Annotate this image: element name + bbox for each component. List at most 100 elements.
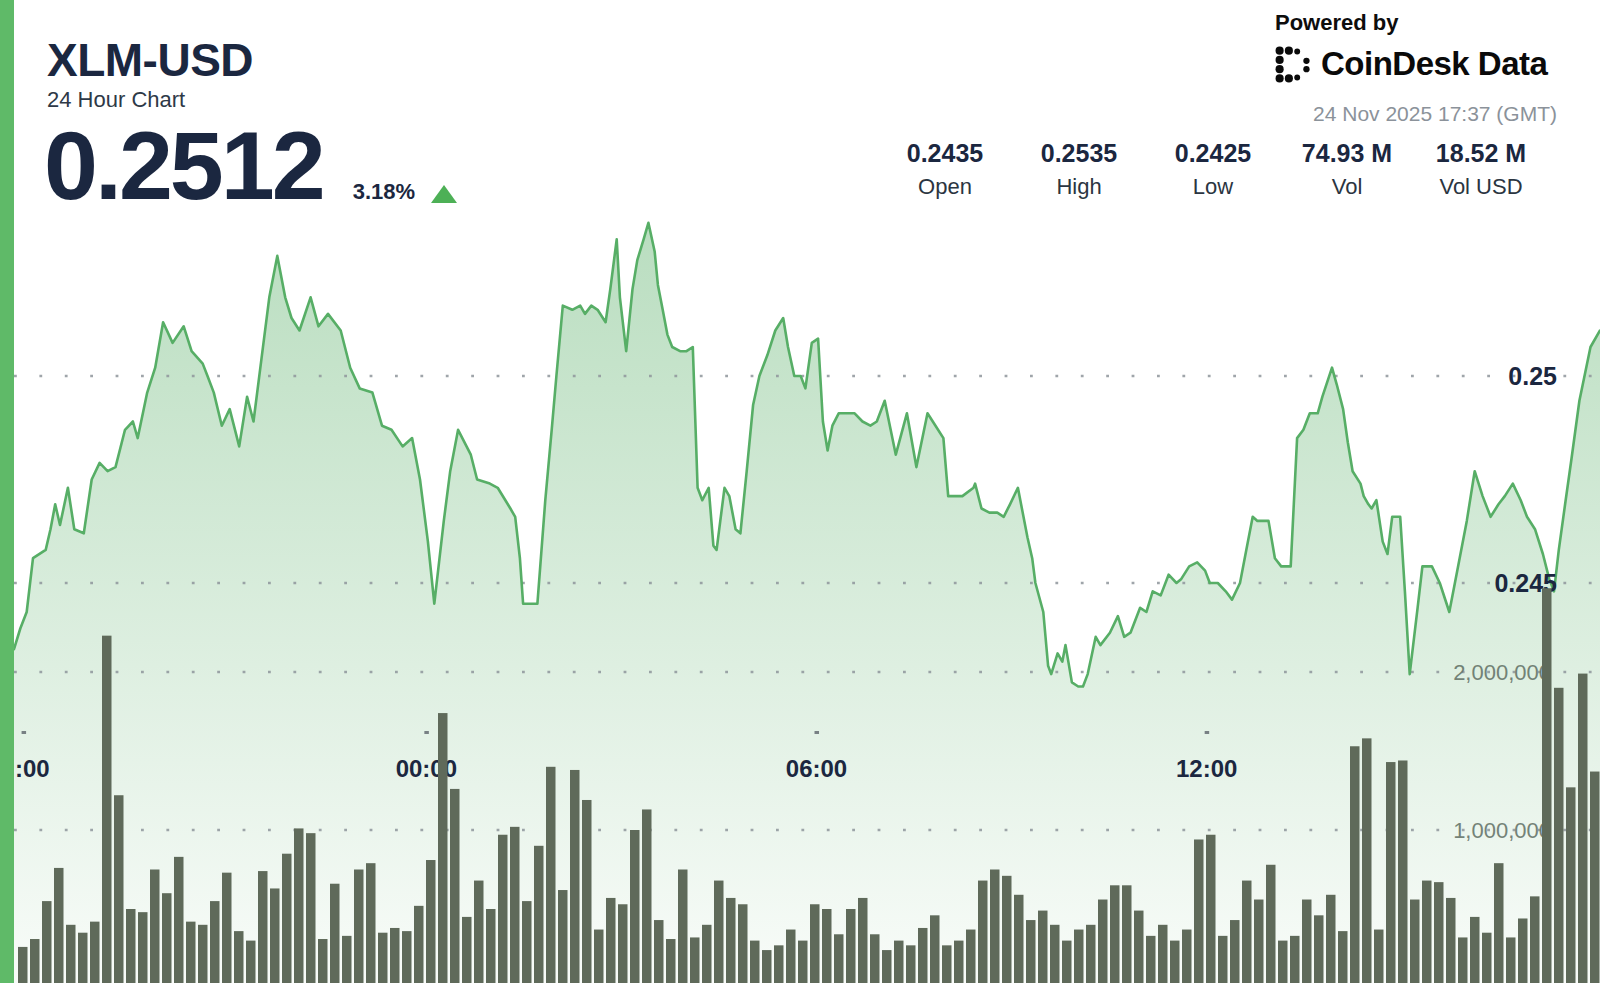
volume-bar: [342, 936, 352, 983]
volume-bar: [1182, 930, 1192, 983]
volume-bar: [570, 770, 580, 983]
volume-bar: [1242, 881, 1252, 983]
x-tick-dot: [815, 731, 820, 734]
volume-bar: [894, 941, 904, 983]
volume-bar: [558, 890, 568, 983]
volume-bar: [114, 795, 124, 983]
volume-bar: [666, 939, 676, 983]
stat-vol: 74.93 MVol: [1277, 139, 1417, 200]
volume-bar: [1386, 762, 1396, 983]
price-axis-label: 0.25: [1508, 362, 1557, 390]
volume-bar: [426, 860, 436, 983]
volume-bar: [18, 947, 28, 983]
volume-bar: [1458, 937, 1468, 983]
volume-axis-label: 1,000,000: [1453, 818, 1551, 843]
volume-bar: [1122, 885, 1132, 983]
time-axis-label: 06:00: [786, 755, 847, 782]
volume-bar: [702, 925, 712, 983]
brand-name: CoinDesk Data: [1321, 45, 1547, 83]
volume-bar: [258, 871, 268, 983]
volume-bar: [858, 898, 868, 983]
volume-bar: [1014, 895, 1024, 983]
volume-bar: [1254, 900, 1264, 983]
volume-bar: [1422, 881, 1432, 983]
volume-bar: [498, 835, 508, 983]
volume-bar: [1554, 688, 1564, 983]
volume-bar: [450, 789, 460, 983]
volume-bar: [1062, 941, 1072, 983]
volume-bar: [1230, 920, 1240, 983]
volume-bar: [162, 893, 172, 983]
volume-bar: [1110, 885, 1120, 983]
volume-bar: [318, 939, 328, 983]
volume-bar: [1494, 863, 1504, 983]
chart-subtitle: 24 Hour Chart: [47, 87, 253, 113]
volume-bar: [42, 901, 52, 983]
volume-bar: [1218, 936, 1228, 983]
x-tick-dot: [22, 731, 27, 734]
accent-left-strip: [0, 0, 14, 983]
volume-bar: [354, 870, 364, 983]
volume-bar: [246, 941, 256, 983]
stat-vol-usd: 18.52 MVol USD: [1411, 139, 1551, 200]
volume-bar: [186, 922, 196, 983]
volume-bar: [150, 870, 160, 983]
volume-bar: [1410, 900, 1420, 983]
volume-bar: [534, 846, 544, 983]
volume-bar: [1374, 930, 1384, 983]
time-axis-label: :00: [15, 755, 50, 782]
volume-bar: [774, 945, 784, 983]
volume-bar: [66, 925, 76, 983]
volume-bar: [198, 925, 208, 983]
up-triangle-icon: [431, 185, 457, 203]
time-axis-label: 12:00: [1176, 755, 1237, 782]
volume-bar: [222, 873, 232, 983]
volume-bar: [1350, 746, 1360, 983]
volume-bar: [210, 901, 220, 983]
volume-bar: [1314, 915, 1324, 983]
volume-bar: [1038, 911, 1048, 983]
volume-bar: [306, 833, 316, 983]
volume-bar: [726, 898, 736, 983]
volume-bar: [678, 870, 688, 983]
volume-bar: [462, 917, 472, 983]
volume-bar: [978, 881, 988, 983]
volume-bar: [438, 713, 448, 983]
page-title: XLM-USD: [47, 36, 253, 84]
volume-bar: [1338, 931, 1348, 983]
volume-bar: [234, 931, 244, 983]
powered-by-label: Powered by: [1275, 10, 1547, 36]
volume-bar: [330, 884, 340, 983]
volume-bar: [1302, 900, 1312, 983]
volume-bar: [918, 928, 928, 983]
volume-bar: [870, 934, 880, 983]
volume-bar: [1194, 839, 1204, 983]
volume-bar: [510, 827, 520, 983]
x-tick-dot: [1205, 731, 1210, 734]
volume-bar: [1278, 941, 1288, 983]
volume-bar: [522, 901, 532, 983]
volume-bar: [1530, 896, 1540, 983]
volume-bar: [546, 767, 556, 983]
volume-bar: [1590, 772, 1600, 983]
volume-bar: [390, 928, 400, 983]
volume-bar: [1446, 898, 1456, 983]
volume-bar: [486, 909, 496, 983]
volume-bar: [1170, 941, 1180, 983]
volume-bar: [1362, 738, 1372, 983]
volume-bar: [630, 830, 640, 983]
volume-bar: [594, 930, 604, 983]
volume-bar: [294, 828, 304, 983]
volume-bar: [1566, 787, 1576, 983]
volume-bar: [30, 939, 40, 983]
volume-bar: [1290, 936, 1300, 983]
volume-bar: [1506, 937, 1516, 983]
volume-bar: [1578, 674, 1588, 983]
volume-bar: [1026, 920, 1036, 983]
volume-bar: [1206, 835, 1216, 983]
volume-bar: [1470, 917, 1480, 983]
volume-bar: [378, 933, 388, 983]
volume-bar: [1518, 918, 1528, 983]
volume-bar: [990, 870, 1000, 983]
coindesk-logo-icon: [1275, 46, 1312, 83]
